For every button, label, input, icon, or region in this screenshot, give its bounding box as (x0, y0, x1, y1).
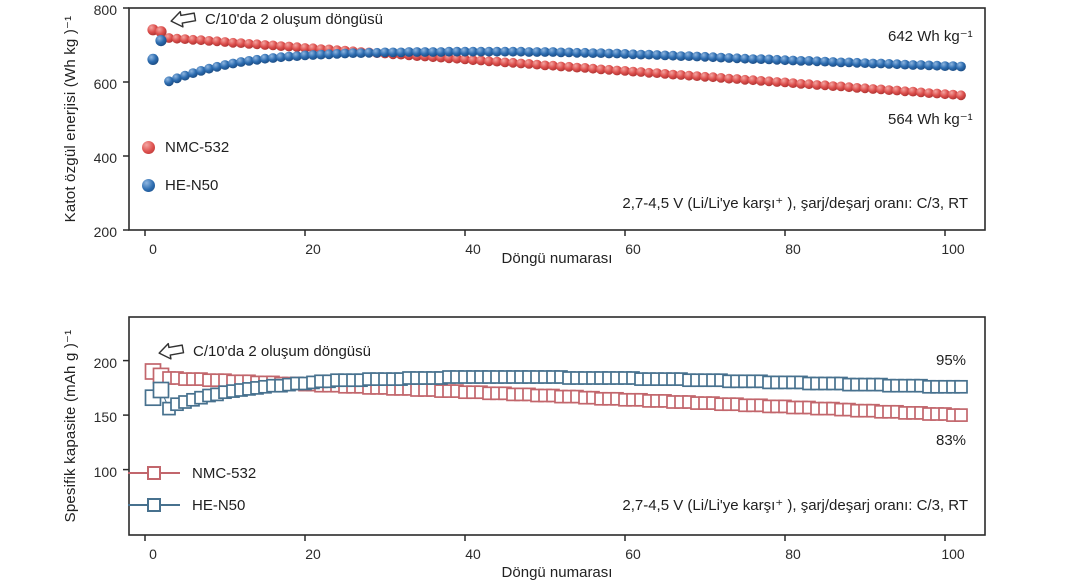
nmc532-endpoint-label: 564 Wh kg⁻¹ (888, 111, 973, 128)
hollow-arrow-icon (158, 342, 185, 360)
x-tick-label: 100 (941, 546, 965, 562)
y-tick-label: 100 (93, 463, 117, 480)
test-conditions-label: 2,7-4,5 V (Li/Li'ye karşı⁺ ), şarj/deşar… (622, 195, 968, 212)
legend-label-hen50: HE-N50 (192, 496, 246, 514)
formation-annotation-text: C/10'da 2 oluşum döngüsü (205, 10, 383, 28)
formation-cycles-annotation: C/10'da 2 oluşum döngüsü (158, 342, 371, 360)
x-tick-label: 80 (785, 241, 801, 257)
top-x-axis-title: Döngü numarası (501, 250, 613, 267)
y-tick-label: 800 (93, 2, 117, 18)
formation-annotation-text: C/10'da 2 oluşum döngüsü (193, 342, 371, 360)
x-tick-label: 80 (785, 546, 801, 562)
legend-item-nmc532: NMC-532 (142, 134, 229, 160)
x-tick-label: 60 (625, 546, 641, 562)
bottom-x-axis-title: Döngü numarası (501, 564, 613, 580)
legend-label-nmc532: NMC-532 (165, 138, 230, 156)
x-tick-label: 60 (625, 241, 641, 257)
x-tick-label: 100 (941, 241, 965, 257)
bottom-chart-panel: Spesifik kapasite (mAh g )⁻¹ C/10'da 2 o… (0, 300, 1068, 580)
x-tick-label: 0 (149, 546, 157, 562)
nmc532-sphere-marker-icon (142, 140, 155, 154)
legend-item-hen50: HE-N50 (142, 172, 229, 198)
bottom-chart-plot-area (123, 316, 986, 541)
legend-item-nmc532: NMC-532 (128, 460, 256, 486)
formation-cycles-annotation: C/10'da 2 oluşum döngüsü (170, 10, 383, 28)
y-tick-label: 150 (93, 409, 117, 426)
nmc532-retention-label: 83% (936, 432, 967, 449)
x-tick-label: 40 (465, 241, 481, 257)
hollow-arrow-icon (170, 10, 197, 28)
legend-item-hen50: HE-N50 (128, 492, 256, 518)
legend-label-hen50: HE-N50 (165, 176, 219, 194)
bottom-chart-legend: NMC-532 HE-N50 (128, 460, 256, 518)
x-tick-label: 40 (465, 546, 481, 562)
top-chart-plot-area (123, 7, 986, 236)
legend-label-nmc532: NMC-532 (192, 464, 257, 482)
x-tick-label: 20 (305, 241, 321, 257)
hen50-endpoint-label: 642 Wh kg⁻¹ (888, 28, 973, 45)
top-chart-legend: NMC-532 HE-N50 (142, 134, 229, 198)
top-y-axis-title: Katot özgül enerjisi (Wh kg )⁻¹ (62, 15, 79, 223)
hen50-sphere-marker-icon (142, 178, 155, 192)
y-tick-label: 600 (93, 76, 117, 92)
hen50-retention-label: 95% (936, 352, 967, 369)
x-tick-label: 0 (149, 241, 157, 257)
y-tick-label: 200 (93, 354, 117, 371)
top-chart-panel: Katot özgül enerjisi (Wh kg )⁻¹ C/10'da … (62, 2, 986, 267)
y-tick-label: 400 (93, 150, 117, 166)
test-conditions-label: 2,7-4,5 V (Li/Li'ye karşı⁺ ), şarj/deşar… (622, 497, 968, 514)
hen50-square-marker-icon (128, 498, 180, 512)
nmc532-square-marker-icon (128, 466, 180, 480)
x-tick-label: 20 (305, 546, 321, 562)
y-tick-label: 200 (93, 224, 117, 240)
